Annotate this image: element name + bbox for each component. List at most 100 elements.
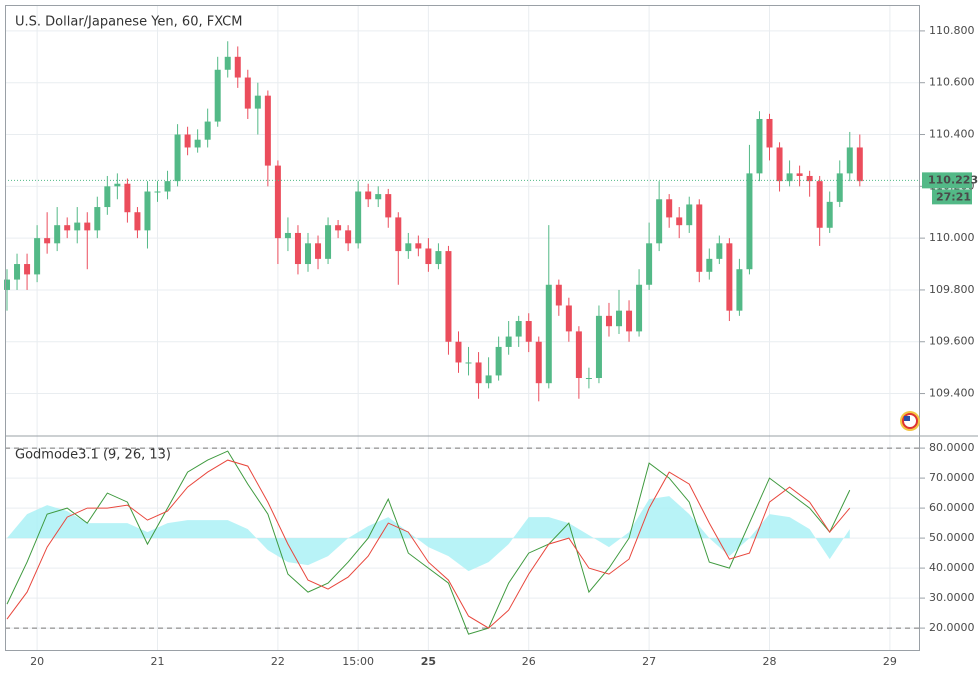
- indicator-title: Godmode3.1 (9, 26, 13): [15, 448, 171, 463]
- y-tick-label: 20.0000: [929, 621, 975, 634]
- x-tick-label: 26: [522, 655, 536, 668]
- candle-body: [666, 199, 673, 218]
- x-tick-label: 29: [883, 655, 897, 668]
- candle-body: [605, 315, 612, 327]
- y-tick-label: 80.0000: [929, 441, 975, 454]
- candle-body: [545, 284, 552, 384]
- candle-body: [465, 362, 472, 364]
- y-tick-label: 60.0000: [929, 501, 975, 514]
- x-tick-label: 25: [421, 655, 436, 668]
- candle-body: [274, 165, 281, 239]
- candle-body: [806, 175, 813, 182]
- candle-body: [696, 204, 703, 272]
- x-tick-label: 27: [642, 655, 656, 668]
- candle-body: [485, 375, 492, 384]
- candle-body: [24, 264, 31, 275]
- y-tick-label: 70.0000: [929, 471, 975, 484]
- x-tick-label: 20: [30, 655, 44, 668]
- candle-body: [315, 243, 322, 259]
- candle-body: [84, 222, 91, 231]
- candle-body: [184, 134, 191, 148]
- oscillator-line: [6, 450, 851, 635]
- candle-body: [595, 315, 602, 379]
- y-tick-label: 110.600: [929, 76, 975, 89]
- last-price-box: [922, 172, 972, 189]
- frame: [5, 5, 920, 651]
- candle-body: [415, 243, 422, 249]
- candle-body: [345, 230, 352, 244]
- candle-body: [385, 194, 392, 218]
- x-tick-label: 15:00: [342, 655, 374, 668]
- countdown-box: [932, 189, 972, 205]
- marks: [4, 41, 920, 635]
- candle-body: [114, 183, 121, 187]
- countdown-label: 27:21: [936, 190, 971, 203]
- candle-body: [154, 191, 161, 193]
- candle-body: [104, 186, 111, 208]
- oscillator-line: [6, 459, 851, 629]
- candle-body: [746, 173, 753, 270]
- candle-body: [144, 191, 151, 231]
- candle-body: [4, 279, 11, 290]
- y-tick-label: 109.800: [929, 283, 975, 296]
- candle-body: [736, 269, 743, 311]
- candle-body: [134, 212, 141, 231]
- candle-body: [756, 118, 763, 174]
- candle-body: [676, 217, 683, 226]
- candle-body: [525, 321, 532, 342]
- candle-body: [335, 225, 342, 231]
- candle-body: [846, 147, 853, 174]
- candle-body: [786, 173, 793, 182]
- flag-icon: [900, 411, 920, 431]
- candle-body: [656, 199, 663, 244]
- candle-body: [836, 173, 843, 202]
- candle-body: [34, 238, 41, 275]
- candle-body: [425, 248, 432, 265]
- candle-body: [174, 134, 181, 182]
- candle-body: [716, 243, 723, 259]
- candle-body: [766, 118, 773, 148]
- candle-body: [264, 95, 271, 166]
- candle-body: [646, 243, 653, 285]
- candle-body: [555, 284, 562, 306]
- candle-body: [826, 201, 833, 228]
- candle-body: [54, 225, 61, 244]
- candle-body: [74, 222, 81, 231]
- candle-body: [44, 238, 51, 244]
- cloud-area: [7, 496, 850, 572]
- candle-body: [64, 225, 71, 231]
- candle-body: [214, 69, 221, 122]
- chart-title: U.S. Dollar/Japanese Yen, 60, FXCM: [15, 15, 242, 30]
- candle-body: [405, 243, 412, 252]
- candle-body: [616, 310, 623, 327]
- candle-body: [124, 183, 131, 213]
- candle-body: [686, 204, 693, 226]
- y-tick-label: 110.400: [929, 128, 975, 141]
- candle-body: [495, 346, 502, 376]
- candle-body: [796, 173, 803, 176]
- candle-body: [435, 251, 442, 265]
- candle-body: [304, 243, 311, 265]
- y-tick-label: 109.600: [929, 335, 975, 348]
- candle-body: [284, 232, 291, 239]
- candle-body: [706, 258, 713, 272]
- x-tick-label: 28: [763, 655, 777, 668]
- candle-body: [94, 207, 101, 231]
- candle-body: [395, 217, 402, 252]
- y-tick-label: 109.400: [929, 387, 975, 400]
- candle-body: [244, 77, 251, 109]
- candle-body: [575, 331, 582, 379]
- candle-body: [204, 121, 211, 140]
- x-tick-label: 22: [271, 655, 285, 668]
- candle-body: [505, 336, 512, 347]
- candle-body: [626, 310, 633, 332]
- candle-body: [325, 225, 332, 259]
- candle-body: [445, 251, 452, 342]
- candle-body: [164, 181, 171, 192]
- candle-body: [224, 56, 231, 70]
- y-tick-label: 50.0000: [929, 531, 975, 544]
- candle-body: [294, 232, 301, 265]
- candle-body: [375, 194, 382, 200]
